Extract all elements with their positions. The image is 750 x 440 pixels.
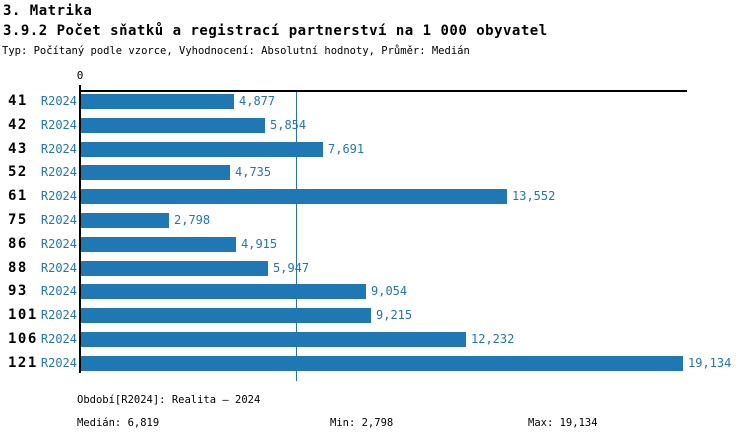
bar <box>81 142 323 157</box>
report-title: 3.9.2 Počet sňatků a registrací partners… <box>3 23 548 39</box>
x-axis-line <box>79 90 687 92</box>
series-label: R2024 <box>40 284 77 298</box>
series-label: R2024 <box>40 189 77 203</box>
category-label: 61 <box>8 188 28 204</box>
bar <box>81 189 507 204</box>
period-info: Období[R2024]: Realita – 2024 <box>77 394 261 406</box>
series-label: R2024 <box>40 237 77 251</box>
category-label: 86 <box>8 236 28 252</box>
category-label: 52 <box>8 164 28 180</box>
category-label: 42 <box>8 117 28 133</box>
series-label: R2024 <box>40 261 77 275</box>
category-label: 93 <box>8 283 28 299</box>
value-label: 4,877 <box>239 94 276 108</box>
value-label: 4,735 <box>235 165 272 179</box>
series-label: R2024 <box>40 94 77 108</box>
bar <box>81 237 236 252</box>
category-label: 43 <box>8 141 28 157</box>
section-title: 3. Matrika <box>3 3 93 19</box>
value-label: 4,915 <box>241 237 278 251</box>
median-stat: Medián: 6,819 <box>77 417 160 429</box>
report-subtitle: Typ: Počítaný podle vzorce, Vyhodnocení:… <box>2 45 470 57</box>
max-stat: Max: 19,134 <box>528 417 598 429</box>
category-label: 88 <box>8 260 28 276</box>
series-label: R2024 <box>40 332 77 346</box>
value-label: 5,854 <box>270 118 307 132</box>
bar <box>81 165 230 180</box>
x-axis-zero-label: 0 <box>76 69 84 82</box>
series-label: R2024 <box>40 142 77 156</box>
value-label: 12,232 <box>471 332 515 346</box>
bar <box>81 213 169 228</box>
min-stat: Min: 2,798 <box>330 417 394 429</box>
series-label: R2024 <box>40 118 77 132</box>
bar <box>81 118 265 133</box>
series-label: R2024 <box>40 165 77 179</box>
value-label: 2,798 <box>174 213 211 227</box>
category-label: 75 <box>8 212 28 228</box>
value-label: 9,054 <box>371 284 408 298</box>
series-label: R2024 <box>40 308 77 322</box>
bar <box>81 332 466 347</box>
bar <box>81 261 268 276</box>
value-label: 9,215 <box>376 308 413 322</box>
value-label: 13,552 <box>512 189 556 203</box>
category-label: 121 <box>8 355 38 371</box>
series-label: R2024 <box>40 356 77 370</box>
bar <box>81 284 366 299</box>
bar <box>81 308 371 323</box>
series-label: R2024 <box>40 213 77 227</box>
category-label: 41 <box>8 93 28 109</box>
value-label: 19,134 <box>688 356 732 370</box>
category-label: 101 <box>8 307 38 323</box>
value-label: 5,947 <box>273 261 310 275</box>
median-reference-line <box>296 92 297 381</box>
category-label: 106 <box>8 331 38 347</box>
bar <box>81 356 683 371</box>
bar <box>81 94 234 109</box>
y-axis-line <box>79 85 81 373</box>
value-label: 7,691 <box>328 142 365 156</box>
